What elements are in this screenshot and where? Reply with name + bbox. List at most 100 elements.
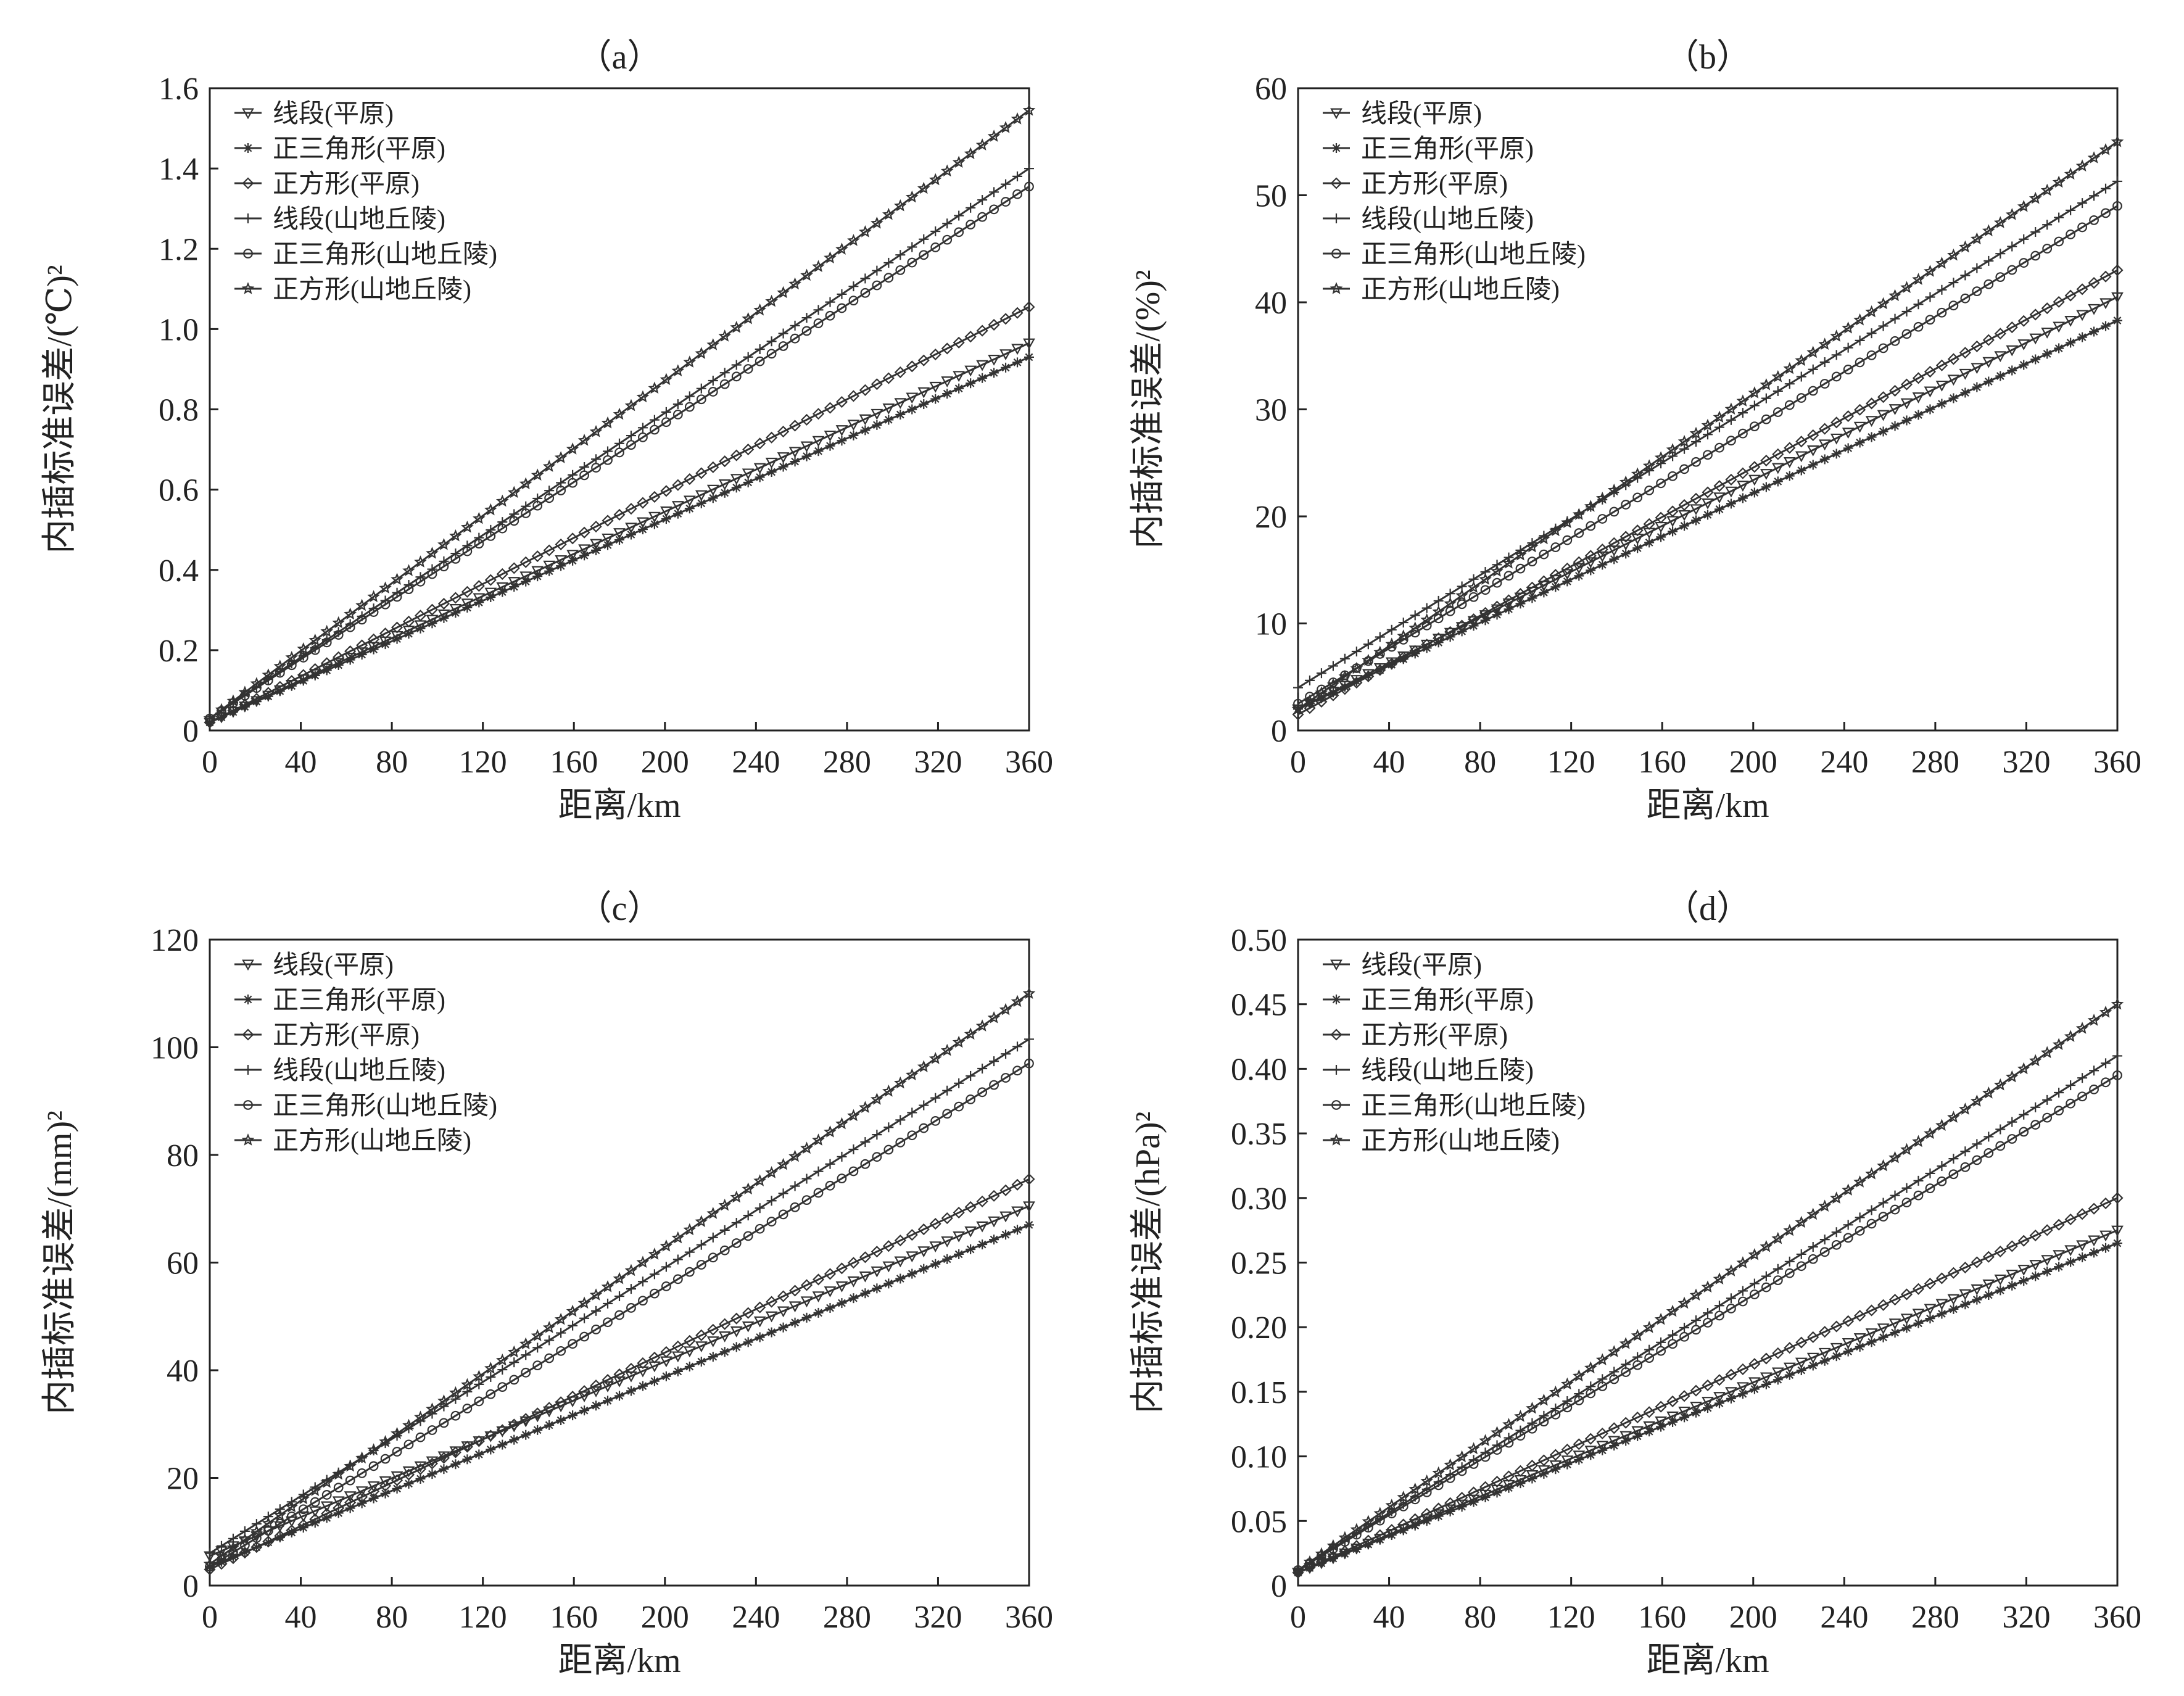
chart-d-data-point: [1736, 1256, 1750, 1268]
chart-d-data-point: [2064, 1213, 2077, 1226]
chart-a-data-point: [940, 164, 954, 177]
chart-c-data-point: [766, 1296, 778, 1308]
chart-b-series-3: [1292, 264, 2124, 721]
chart-b-data-point: [2089, 191, 2099, 201]
chart-b-data-point: [1351, 646, 1362, 656]
chart-c-data-point: [743, 1337, 753, 1347]
chart-b-data-point: [2053, 321, 2066, 333]
chart-b-data-point: [1726, 498, 1736, 509]
chart-d-data-point: [1784, 1370, 1795, 1380]
chart-c-data-point: [988, 1216, 1000, 1228]
chart-c-data-point: [308, 1506, 321, 1518]
chart-a-data-point: [790, 320, 800, 331]
chart-d-data-point: [1983, 1148, 1994, 1158]
chart-d-legend-entry: 正方形(山地丘陵): [1323, 1127, 1560, 1156]
chart-d-x-tick-label: 80: [1464, 1600, 1496, 1635]
chart-d-data-point: [1597, 1381, 1608, 1391]
chart-d-data-point: [1338, 1531, 1352, 1544]
chart-b-data-point: [1373, 645, 1387, 658]
chart-d-data-point: [1843, 1220, 1853, 1230]
chart-b-data-point: [1550, 542, 1561, 552]
chart-c-data-point: [730, 1312, 743, 1325]
chart-a-data-point: [683, 355, 697, 368]
chart-d-y-tick-label: 0.35: [1231, 1117, 1287, 1152]
chart-d-x-tick-label: 40: [1373, 1600, 1405, 1635]
chart-c-legend-marker: [243, 1100, 253, 1110]
chart-a-data-point: [262, 687, 275, 699]
chart-a-data-point: [929, 173, 942, 186]
chart-a-data-point: [743, 364, 753, 374]
chart-a-data-point: [648, 511, 661, 523]
chart-a-data-point: [626, 431, 636, 441]
chart-c-data-point: [871, 1093, 883, 1105]
chart-d-data-point: [1796, 1261, 1806, 1272]
chart-d-data-point: [1573, 1450, 1586, 1462]
chart-c-data-point: [812, 1291, 825, 1302]
chart-b-data-point: [2006, 345, 2019, 357]
chart-b-data-point: [2077, 332, 2088, 342]
chart-c-data-point: [648, 1351, 661, 1363]
chart-b-data-point: [1572, 508, 1586, 520]
chart-a-data-point: [954, 210, 964, 221]
chart-d-data-point: [1901, 1323, 1912, 1333]
chart-a-data-point: [696, 394, 706, 405]
chart-d-data-point: [1595, 1353, 1609, 1365]
chart-d-y-axis-title: 内插标准误差/(hPa)²: [1129, 1112, 1167, 1414]
chart-c-data-point: [614, 1391, 624, 1401]
chart-c-data-point: [847, 1276, 860, 1288]
chart-c: （c）0 40 80 120 160 200 240 280 320 36002040608010…: [41, 890, 1053, 1680]
chart-b-data-point: [2007, 265, 2017, 275]
chart-d-data-point: [1795, 1215, 1808, 1228]
chart-a-data-point: [989, 187, 999, 197]
chart-c-data-point: [626, 1386, 636, 1396]
chart-d-data-point: [1972, 1294, 1982, 1305]
chart-b-data-point: [2089, 215, 2099, 225]
chart-b-data-point: [1410, 610, 1420, 621]
chart-d-data-point: [1971, 1284, 1983, 1296]
chart-b-data-point: [1901, 306, 1912, 316]
chart-a-data-point: [544, 493, 555, 503]
chart-d-data-point: [1888, 1151, 1901, 1164]
chart-a-data-point: [847, 234, 860, 246]
chart-b-data-point: [2111, 292, 2124, 304]
chart-b-data-point: [2054, 343, 2064, 354]
chart-d-data-point: [1819, 1235, 1830, 1245]
chart-b-data-point: [1925, 315, 1935, 325]
chart-c-data-point: [1001, 1230, 1011, 1240]
chart-c-data-point: [801, 1312, 812, 1323]
chart-d-data-point: [1584, 1361, 1597, 1374]
chart-a-data-point: [1012, 189, 1022, 199]
chart-a-data-point: [215, 703, 228, 716]
chart-b-data-point: [2077, 222, 2087, 233]
chart-a-data-point: [742, 443, 755, 456]
chart-d-legend-entry: 正三角形(平原): [1323, 987, 1534, 1015]
chart-d-data-point: [1806, 1352, 1819, 1364]
chart-c-data-point: [227, 1552, 239, 1565]
chart-c-data-point: [555, 1396, 567, 1409]
chart-d-data-point: [1549, 1460, 1562, 1471]
chart-c-data-point: [461, 1378, 474, 1391]
chart-a-data-point: [542, 460, 556, 472]
chart-a-data-point: [719, 379, 730, 389]
chart-d-data-point: [1456, 1492, 1468, 1504]
chart-b-data-point: [2041, 328, 2054, 339]
chart-a-data-point: [930, 226, 941, 236]
chart-a-data-point: [941, 342, 953, 355]
chart-d-data-point: [1351, 1540, 1363, 1552]
chart-a-data-point: [848, 281, 859, 292]
chart-d-data-point: [1607, 1345, 1621, 1357]
chart-a-data-point: [566, 442, 579, 455]
chart-b-legend-entry: 正方形(山地丘陵): [1323, 276, 1560, 304]
chart-c-data-point: [238, 1533, 252, 1545]
chart-d-legend-marker: [1330, 959, 1342, 971]
chart-b-data-point: [1888, 404, 1901, 415]
chart-a-legend-entry: 线段(山地丘陵): [234, 205, 445, 234]
chart-a-data-point: [708, 493, 718, 503]
chart-c-data-point: [1001, 1049, 1011, 1059]
chart-a-data-point: [309, 663, 321, 675]
chart-b-data-point: [2088, 276, 2100, 289]
chart-a-series-line: [209, 306, 1030, 724]
chart-d-data-point: [1924, 1304, 1937, 1315]
chart-c-data-point: [695, 1329, 708, 1341]
chart-b-data-point: [1725, 486, 1737, 498]
